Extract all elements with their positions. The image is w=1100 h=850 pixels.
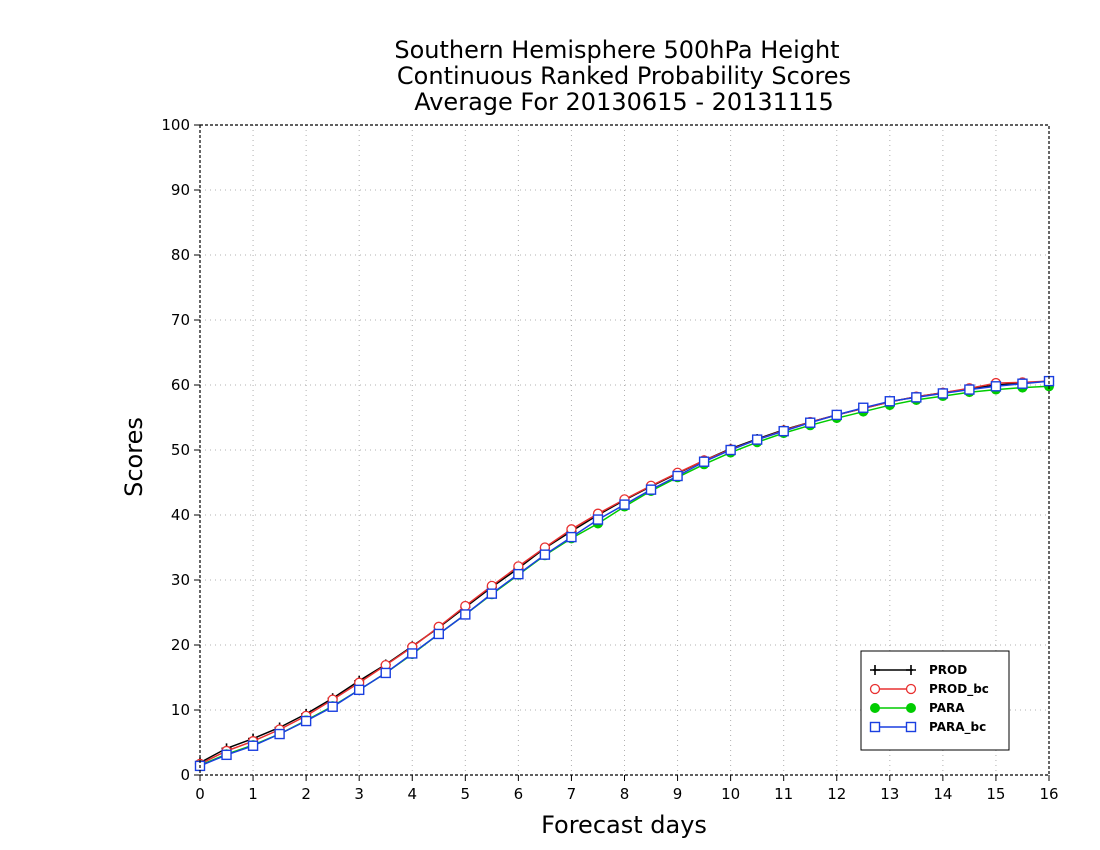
data-point: [672, 470, 683, 482]
data-point: [964, 384, 975, 395]
legend-item: PARA_bc: [869, 720, 986, 735]
x-tick-label: 13: [880, 785, 899, 803]
x-tick-label: 3: [354, 785, 364, 803]
y-tick-label: 80: [171, 246, 190, 264]
data-point: [619, 499, 630, 510]
data-point: [539, 549, 551, 560]
data-point: [407, 648, 418, 659]
x-tick-label: 10: [721, 785, 740, 803]
y-tick-label: 90: [171, 181, 190, 199]
legend-marker: [906, 703, 916, 713]
data-point: [831, 409, 842, 421]
data-point: [725, 444, 736, 456]
y-tick-label: 20: [171, 636, 190, 654]
data-point: [221, 749, 232, 761]
legend-item: PARA: [870, 701, 965, 715]
y-tick-label: 50: [171, 441, 190, 459]
data-point: [486, 588, 498, 599]
y-tick-label: 40: [171, 506, 190, 524]
data-point: [751, 434, 763, 445]
chart-title: Southern Hemisphere 500hPa Height Contin…: [394, 36, 851, 116]
data-point: [460, 600, 471, 612]
chart-title-line-2: Continuous Ranked Probability Scores: [397, 62, 851, 90]
x-tick-label: 1: [248, 785, 258, 803]
chart-title-line-3: Average For 20130615 - 20131115: [414, 88, 834, 116]
legend-marker: [905, 721, 917, 733]
legend-item: PROD: [870, 663, 967, 677]
x-tick-label: 15: [986, 785, 1005, 803]
data-point: [300, 715, 312, 727]
x-tick-label: 2: [301, 785, 311, 803]
data-point: [990, 381, 1002, 392]
x-tick-label: 5: [461, 785, 471, 803]
legend-marker: [906, 665, 916, 675]
legend-marker: [869, 721, 881, 733]
legend-label: PARA: [929, 701, 965, 715]
x-tick-label: 6: [514, 785, 524, 803]
data-point: [805, 417, 816, 428]
data-point: [274, 728, 285, 740]
y-tick-labels: 0 10 20 30 40 50 60 70 80 90 100: [161, 116, 190, 784]
x-tick-label: 4: [407, 785, 417, 803]
legend-marker: [905, 683, 917, 695]
y-tick-label: 100: [161, 116, 190, 134]
x-tick-label: 9: [673, 785, 683, 803]
series-para-bc: [194, 375, 1055, 772]
data-point: [937, 388, 949, 399]
legend-label: PROD: [929, 663, 967, 677]
data-point: [592, 514, 604, 525]
legend-item: PROD_bc: [869, 682, 989, 697]
y-axis-label: Scores: [120, 417, 148, 497]
data-point: [911, 392, 922, 403]
data-point: [433, 628, 444, 640]
data-point: [327, 701, 338, 712]
legend-box: [860, 650, 1010, 751]
chart-title-line-1: Southern Hemisphere 500hPa Height: [394, 36, 839, 64]
y-tick-label: 0: [180, 766, 190, 784]
y-tick-label: 70: [171, 311, 190, 329]
legend-marker: [870, 703, 880, 713]
x-tick-label: 12: [827, 785, 846, 803]
legend-marker: [869, 683, 881, 695]
x-tick-labels: 0 1 2 3 4 5 6 7 8 9 10 11 12 13 14 15 16: [195, 785, 1058, 803]
x-axis-label: Forecast days: [541, 811, 707, 839]
data-point: [884, 396, 896, 407]
data-point: [513, 568, 524, 580]
data-point: [698, 456, 710, 467]
series-lines: [194, 375, 1055, 772]
data-point: [1017, 378, 1028, 389]
legend: PROD PROD_bc PARA PARA_bc: [860, 650, 1010, 751]
data-point: [380, 667, 391, 679]
tick-marks: [194, 124, 1050, 781]
x-tick-label: 14: [933, 785, 952, 803]
y-tick-label: 60: [171, 376, 190, 394]
legend-label: PROD_bc: [929, 682, 989, 697]
data-point: [566, 531, 577, 543]
y-tick-label: 30: [171, 571, 190, 589]
data-point: [247, 740, 259, 751]
legend-marker: [870, 665, 880, 675]
data-point: [353, 684, 365, 696]
x-tick-label: 7: [567, 785, 577, 803]
data-point: [858, 402, 869, 413]
x-tick-label: 8: [620, 785, 630, 803]
x-tick-label: 16: [1039, 785, 1058, 803]
data-point: [778, 425, 789, 437]
data-point: [460, 609, 471, 620]
data-point: [645, 484, 657, 495]
y-tick-label: 10: [171, 701, 190, 719]
legend-label: PARA_bc: [929, 720, 986, 735]
x-tick-label: 0: [195, 785, 205, 803]
x-tick-label: 11: [774, 785, 793, 803]
plot-frame: [199, 124, 1050, 776]
